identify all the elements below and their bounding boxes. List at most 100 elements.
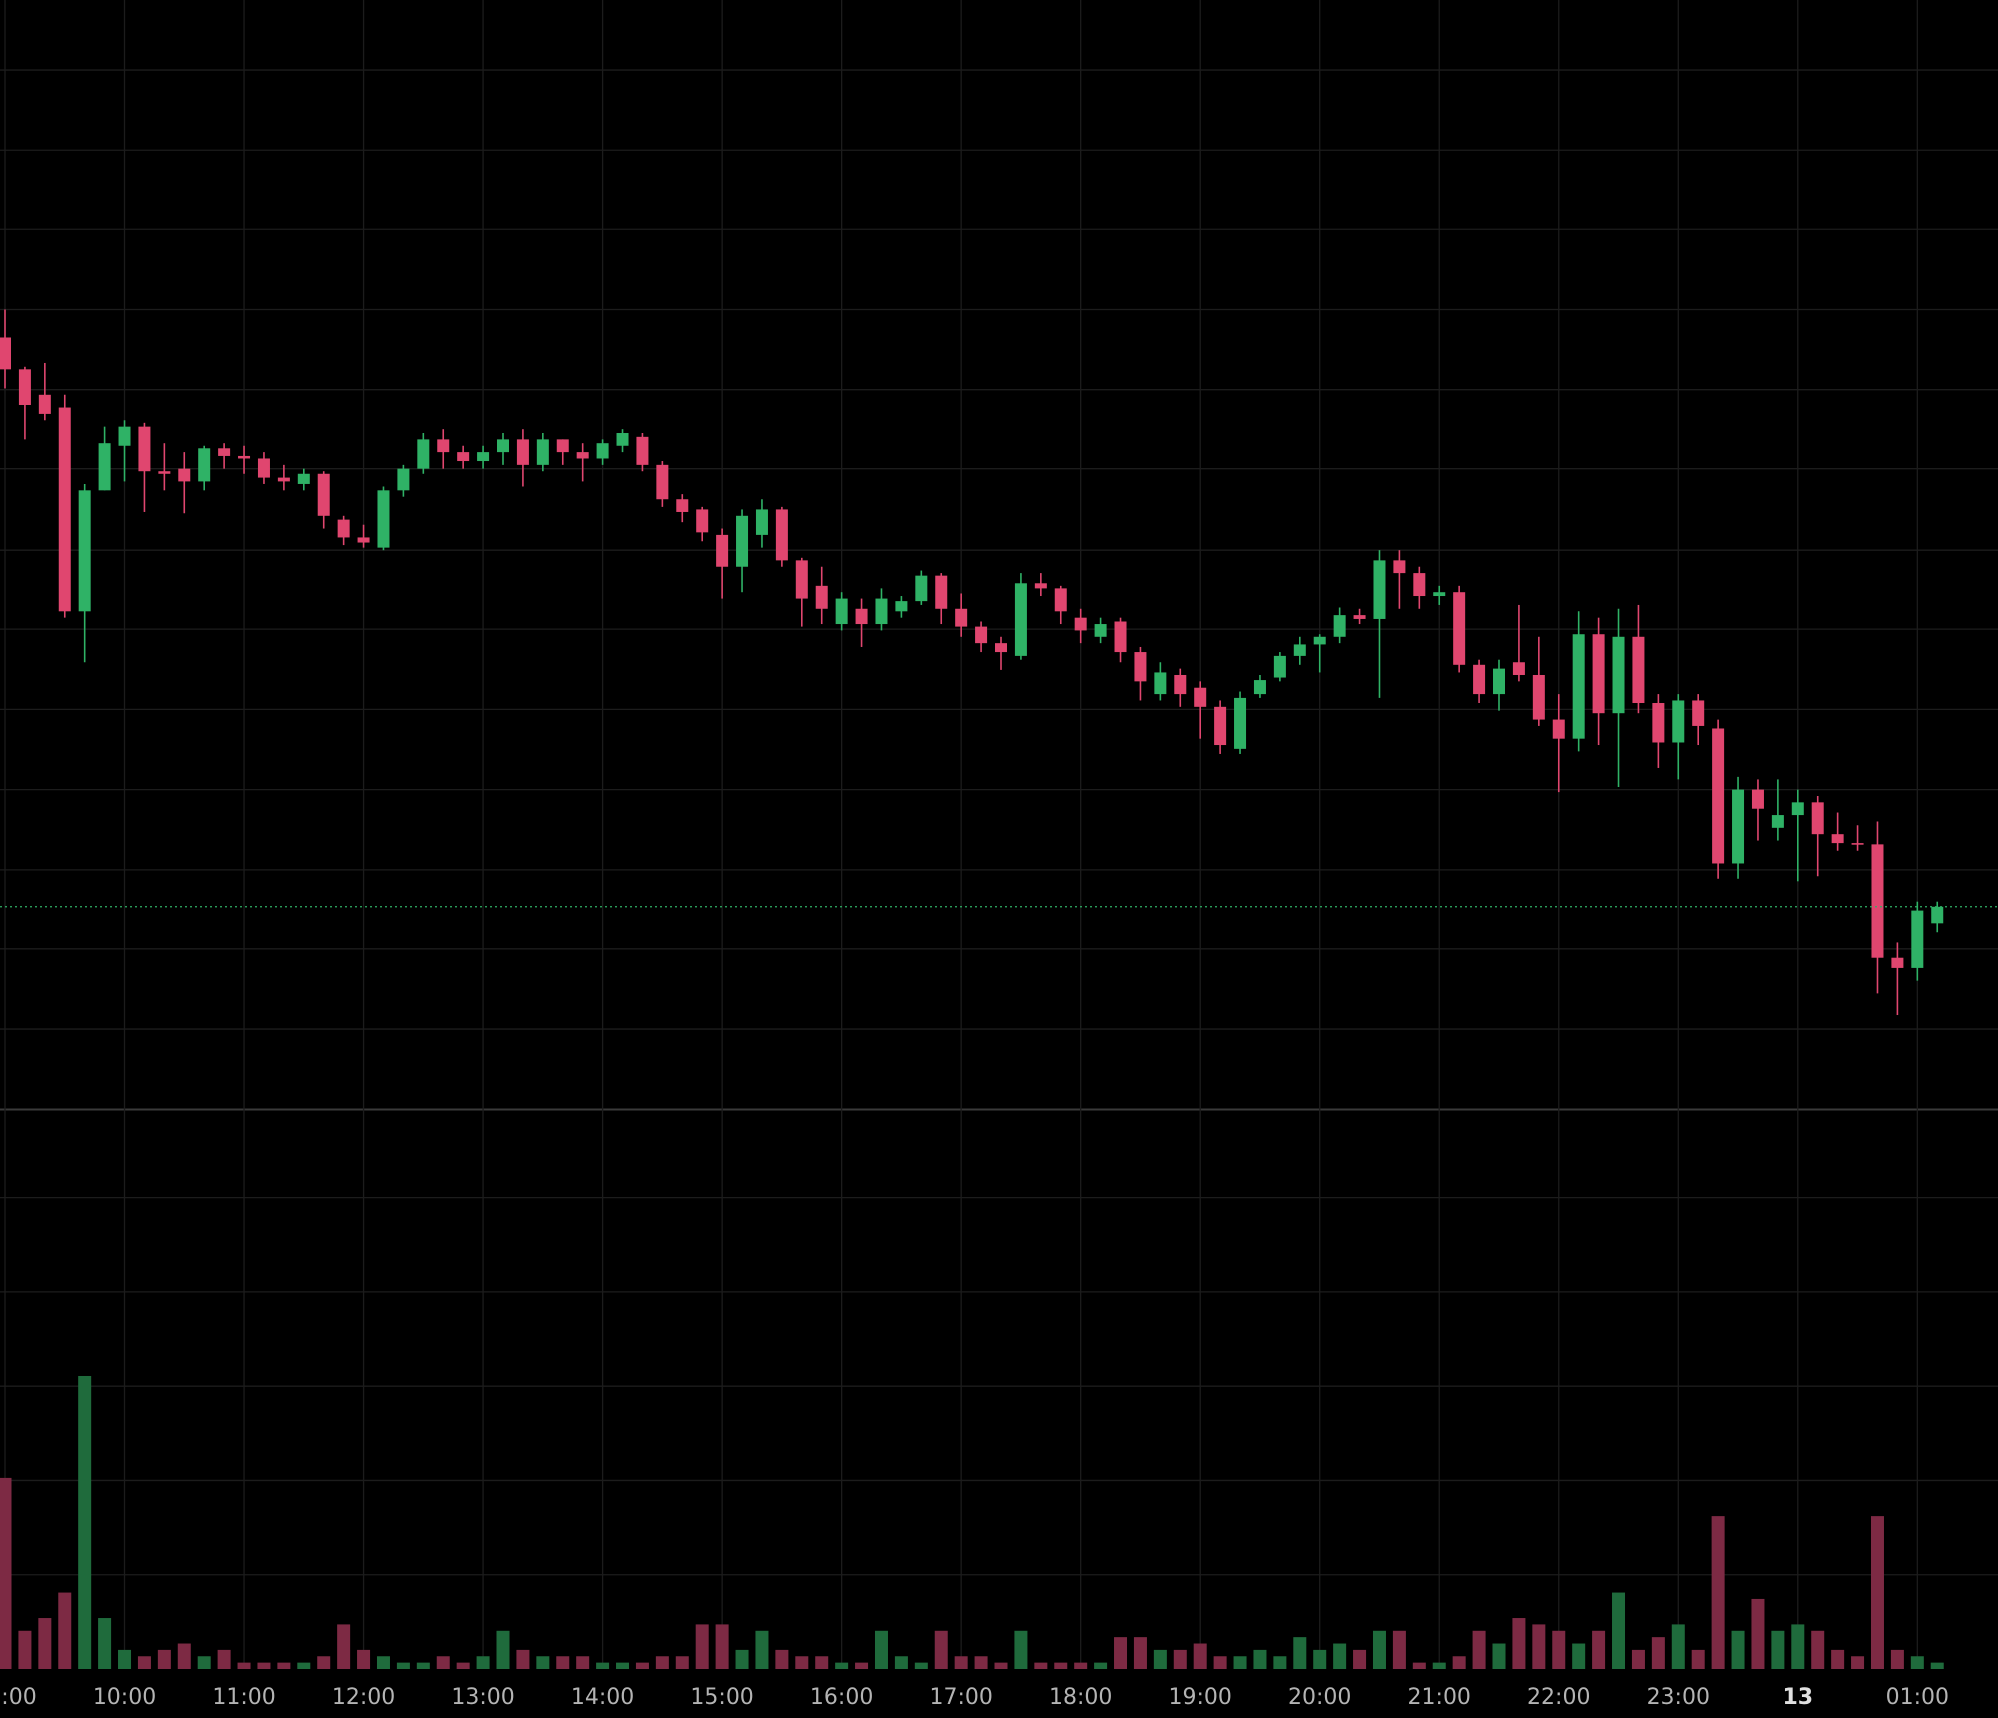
- candle-body: [277, 477, 290, 482]
- volume-bar: [1651, 1637, 1665, 1669]
- x-tick-label: 12:00: [332, 1685, 395, 1710]
- volume-bar: [974, 1656, 988, 1669]
- volume-bar: [1811, 1630, 1825, 1669]
- candle-body: [1413, 573, 1426, 597]
- x-tick-label: 14:00: [571, 1685, 634, 1710]
- candle-body: [935, 575, 948, 609]
- candle-body: [198, 448, 211, 482]
- volume-bar: [1173, 1649, 1187, 1669]
- volume-bar: [1114, 1637, 1128, 1669]
- volume-bar: [1372, 1630, 1386, 1669]
- volume-bar: [476, 1656, 490, 1669]
- volume-bar: [635, 1662, 649, 1669]
- volume-bar: [516, 1649, 530, 1669]
- volume-bar: [1392, 1630, 1406, 1669]
- candle-body: [1672, 700, 1685, 743]
- x-tick-label: 22:00: [1527, 1685, 1590, 1710]
- volume-bar: [556, 1656, 570, 1669]
- x-tick-label: 19:00: [1168, 1685, 1231, 1710]
- candle-body: [536, 439, 549, 465]
- volume-bar: [835, 1662, 849, 1669]
- volume-bar: [914, 1662, 928, 1669]
- volume-bar: [1353, 1649, 1367, 1669]
- x-tick-label: 13:00: [451, 1685, 514, 1710]
- volume-bar: [1851, 1656, 1865, 1669]
- volume-bar: [775, 1649, 789, 1669]
- candle-body: [297, 473, 310, 484]
- candle-body: [1054, 588, 1067, 612]
- x-tick-label: 01:00: [1886, 1685, 1949, 1710]
- volume-bar: [934, 1630, 948, 1669]
- volume-bar: [1133, 1637, 1147, 1669]
- candle-body: [178, 468, 191, 482]
- volume-bar: [1074, 1662, 1088, 1669]
- candle-body: [457, 452, 470, 462]
- candle-body: [1393, 560, 1406, 574]
- volume-bar: [1253, 1649, 1267, 1669]
- candle-body: [1532, 674, 1545, 720]
- candle-body: [417, 439, 430, 469]
- volume-bar: [536, 1656, 550, 1669]
- volume-bar: [1094, 1662, 1108, 1669]
- volume-bar: [715, 1624, 729, 1669]
- candle-body: [835, 598, 848, 625]
- x-tick-label: 20:00: [1288, 1685, 1351, 1710]
- volume-bar: [237, 1662, 251, 1669]
- candle-body: [596, 443, 609, 459]
- x-tick-label: 17:00: [929, 1685, 992, 1710]
- candle-body: [1134, 652, 1147, 682]
- volume-bar: [855, 1662, 869, 1669]
- candle-body: [1612, 636, 1625, 714]
- volume-bar: [1432, 1662, 1446, 1669]
- volume-bar: [1153, 1649, 1167, 1669]
- candle-body: [915, 575, 928, 602]
- volume-bar: [1492, 1643, 1506, 1669]
- candle-body: [1871, 844, 1884, 958]
- candle-body: [1831, 834, 1844, 844]
- volume-bar: [1631, 1649, 1645, 1669]
- candle-body: [1353, 615, 1366, 619]
- candle-body: [1931, 906, 1944, 924]
- volume-bar: [576, 1656, 590, 1669]
- candle-body: [895, 601, 908, 612]
- candle-body: [0, 337, 11, 370]
- candle-body: [377, 490, 390, 548]
- volume-bar: [217, 1649, 231, 1669]
- candle-body: [38, 394, 51, 414]
- candle-body: [775, 509, 788, 561]
- candle-body: [1512, 662, 1525, 675]
- candle-body: [1333, 615, 1346, 637]
- volume-bar: [994, 1662, 1008, 1669]
- volume-bar: [1890, 1649, 1904, 1669]
- volume-bar: [456, 1662, 470, 1669]
- candle-body: [1751, 789, 1764, 809]
- volume-bar: [735, 1649, 749, 1669]
- candle-body: [875, 598, 888, 625]
- candle-body: [616, 433, 629, 446]
- candle-body: [218, 448, 231, 456]
- volume-bar: [1592, 1630, 1606, 1669]
- candle-body: [1074, 617, 1087, 631]
- volume-bar: [596, 1662, 610, 1669]
- volume-bar: [1412, 1662, 1426, 1669]
- volume-bar: [297, 1662, 311, 1669]
- volume-bar: [38, 1618, 52, 1669]
- candle-body: [1592, 634, 1605, 714]
- volume-bar: [1930, 1662, 1944, 1669]
- candle-body: [1453, 592, 1466, 665]
- volume-bar: [18, 1630, 32, 1669]
- candle-body: [477, 452, 490, 462]
- x-tick-label: 21:00: [1408, 1685, 1471, 1710]
- candle-body: [18, 369, 31, 405]
- candle-body: [636, 436, 649, 465]
- candle-body: [1572, 634, 1585, 739]
- volume-bar: [1711, 1516, 1725, 1669]
- x-tick-label: 11:00: [212, 1685, 275, 1710]
- x-tick-label: 15:00: [690, 1685, 753, 1710]
- candle-body: [1791, 802, 1804, 816]
- volume-bar: [277, 1662, 291, 1669]
- candle-body: [1214, 706, 1227, 746]
- volume-bar: [1532, 1624, 1546, 1669]
